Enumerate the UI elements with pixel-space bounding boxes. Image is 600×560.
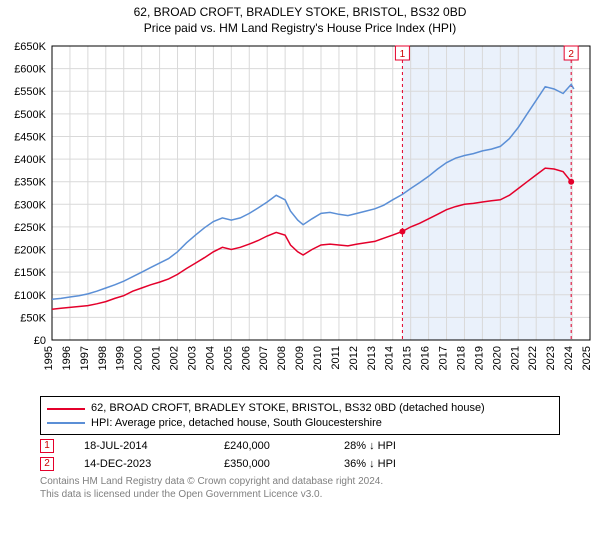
x-tick-label: 2005 [222,346,234,370]
line-chart-svg: £0 £50K £100K £150K £200K £250K £300K £350K £400… [0,40,600,390]
x-tick-label: 2016 [420,346,432,370]
event-marker-box: 1 [40,439,54,453]
x-tick-label: 2020 [491,346,503,370]
y-tick-label: £200K [14,245,46,257]
legend-label-series1: 62, BROAD CROFT, BRADLEY STOKE, BRISTOL,… [91,401,485,415]
x-tick-label: 2012 [348,346,360,370]
x-tick-label: 2006 [240,346,252,370]
x-tick-label: 2000 [133,346,145,370]
y-tick-label: £500K [14,109,46,121]
event-marker-2: 2 [568,49,574,60]
x-tick-label: 2008 [276,346,288,370]
x-tick-label: 2018 [455,346,467,370]
chart-title-line1: 62, BROAD CROFT, BRADLEY STOKE, BRISTOL,… [0,0,600,20]
x-tick-label: 2007 [258,346,270,370]
legend-label-series2: HPI: Average price, detached house, Sout… [91,416,382,430]
event-pct-vs-hpi: 28% ↓ HPI [344,440,396,452]
event-marker-1: 1 [400,49,406,60]
event-row: 1 18-JUL-2014 £240,000 28% ↓ HPI [40,439,560,453]
event-pct-vs-hpi: 36% ↓ HPI [344,458,396,470]
event-date: 14-DEC-2023 [84,458,194,470]
footer-attribution: Contains HM Land Registry data © Crown c… [40,475,560,501]
chart-title-line2: Price paid vs. HM Land Registry's House … [0,20,600,36]
x-tick-label: 2023 [545,346,557,370]
legend-swatch-series1 [47,408,85,410]
event-price: £240,000 [224,440,314,452]
x-tick-label: 2013 [366,346,378,370]
y-tick-label: £300K [14,200,46,212]
y-tick-label: £650K [14,41,46,53]
x-tick-label: 2021 [509,346,521,370]
x-tick-label: 2002 [169,346,181,370]
x-tick-label: 1995 [43,346,55,370]
legend-row: HPI: Average price, detached house, Sout… [47,416,553,430]
legend-swatch-series2 [47,422,85,424]
event-date: 18-JUL-2014 [84,440,194,452]
x-tick-label: 2017 [438,346,450,370]
y-tick-label: £350K [14,177,46,189]
chart-area: £0 £50K £100K £150K £200K £250K £300K £350K £400… [0,40,600,390]
x-tick-label: 2019 [473,346,485,370]
event-price: £350,000 [224,458,314,470]
x-tick-label: 2009 [294,346,306,370]
x-tick-label: 2004 [204,346,216,370]
y-tick-label: £600K [14,64,46,76]
y-tick-label: £400K [14,154,46,166]
x-tick-label: 2015 [402,346,414,370]
y-tick-label: £250K [14,222,46,234]
sale-point [568,179,574,185]
event-row: 2 14-DEC-2023 £350,000 36% ↓ HPI [40,457,560,471]
legend: 62, BROAD CROFT, BRADLEY STOKE, BRISTOL,… [40,396,560,435]
footer-line1: Contains HM Land Registry data © Crown c… [40,475,560,488]
y-tick-label: £100K [14,290,46,302]
x-tick-label: 2010 [312,346,324,370]
y-tick-label: £150K [14,268,46,280]
footer-line2: This data is licensed under the Open Gov… [40,488,560,501]
x-tick-label: 2022 [527,346,539,370]
x-tick-label: 2001 [151,346,163,370]
x-tick-label: 1996 [61,346,73,370]
x-tick-label: 2024 [563,346,575,370]
x-tick-label: 2003 [186,346,198,370]
events-table: 1 18-JUL-2014 £240,000 28% ↓ HPI 2 14-DEC-202… [40,439,560,471]
legend-row: 62, BROAD CROFT, BRADLEY STOKE, BRISTOL,… [47,401,553,415]
x-tick-label: 2014 [384,346,396,370]
y-tick-label: £450K [14,132,46,144]
x-tick-label: 2025 [581,346,593,370]
y-tick-label: £0 [34,335,46,347]
y-tick-label: £50K [20,313,46,325]
x-tick-label: 1999 [115,346,127,370]
event-marker-box: 2 [40,457,54,471]
sale-point [399,229,405,235]
y-tick-label: £550K [14,87,46,99]
x-tick-label: 2011 [330,346,342,370]
x-tick-label: 1998 [97,346,109,370]
x-tick-label: 1997 [79,346,91,370]
